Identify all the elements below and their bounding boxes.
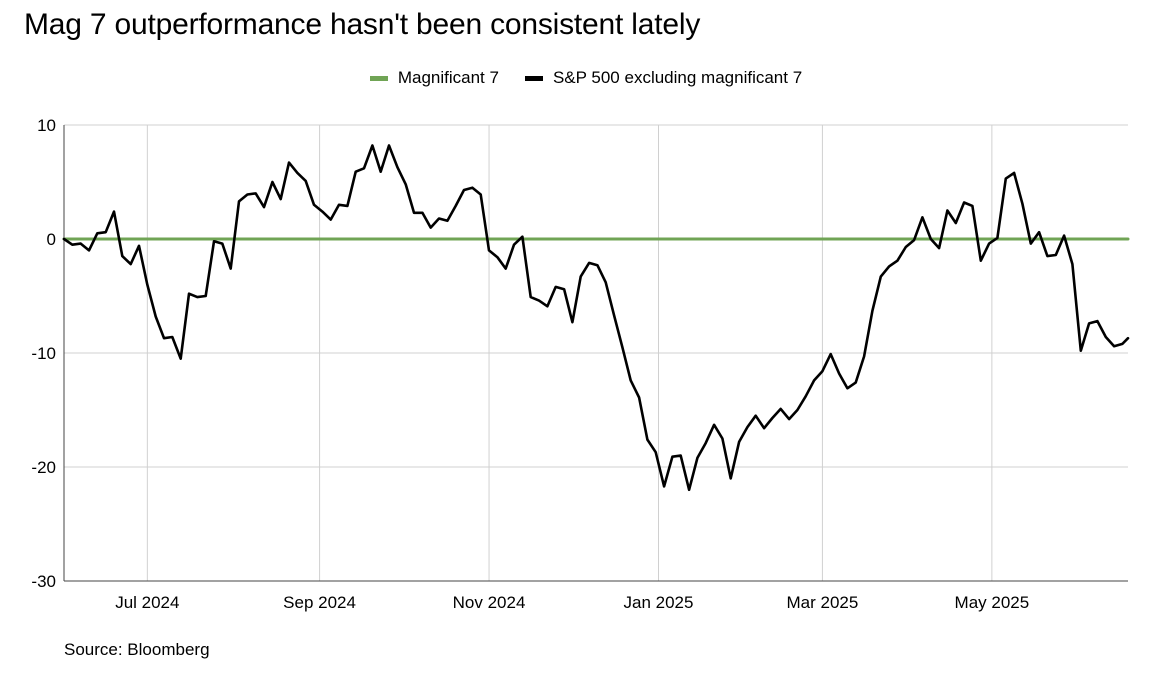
chart-title: Mag 7 outperformance hasn't been consist…: [24, 8, 701, 41]
source-note: Source: Bloomberg: [64, 640, 210, 659]
x-tick-label: Jan 2025: [624, 593, 694, 612]
legend-swatch-green: [369, 75, 388, 81]
series-lines: [62, 144, 1130, 492]
legend-item-sp500-ex-mag7: S&P 500 excluding magnificant 7: [524, 68, 803, 88]
x-tick-label: Sep 2024: [283, 593, 356, 612]
y-tick-label: 10: [37, 116, 56, 135]
y-tick-label: -20: [31, 458, 56, 477]
x-tick-label: Mar 2025: [786, 593, 858, 612]
legend-item-magnificent-7: Magnificant 7: [369, 68, 499, 88]
series-line-sp500-ex-mag7: [62, 144, 1130, 492]
x-tick-label: Nov 2024: [453, 593, 526, 612]
x-tick-label: May 2025: [955, 593, 1030, 612]
y-tick-label: 0: [47, 230, 56, 249]
gridlines: [63, 124, 1128, 582]
tick-labels: 10 0 -10 -20 -30 Jul 2024 Sep 2024 Nov 2024 Jan …: [31, 116, 1029, 612]
legend-label: S&P 500 excluding magnificant 7: [552, 68, 803, 87]
legend-label: Magnificant 7: [397, 68, 499, 87]
x-tick-label: Jul 2024: [115, 593, 179, 612]
legend: Magnificant 7 S&P 500 excluding magnific…: [0, 68, 1172, 88]
y-tick-label: -10: [31, 344, 56, 363]
legend-swatch-black: [524, 75, 543, 81]
y-tick-label: -30: [31, 572, 56, 591]
